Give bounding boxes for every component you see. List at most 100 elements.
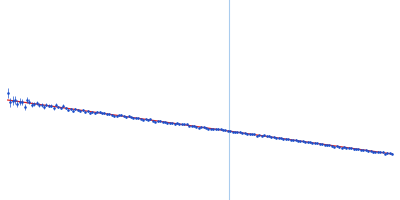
Point <box>384 151 391 155</box>
Point <box>152 120 158 123</box>
Point <box>4 92 11 95</box>
Point <box>140 118 146 121</box>
Point <box>118 113 124 116</box>
Point <box>380 150 386 153</box>
Point <box>130 116 137 119</box>
Point <box>336 146 342 149</box>
Point <box>314 141 320 145</box>
Point <box>389 152 396 155</box>
Point <box>227 130 234 133</box>
Point <box>34 102 40 105</box>
Point <box>142 118 149 121</box>
Point <box>193 125 200 128</box>
Point <box>304 141 311 144</box>
Point <box>72 107 79 110</box>
Point <box>75 109 81 112</box>
Point <box>217 128 224 131</box>
Point <box>77 109 84 112</box>
Point <box>174 121 180 125</box>
Point <box>334 145 340 148</box>
Point <box>208 127 214 130</box>
Point <box>292 138 299 141</box>
Point <box>387 152 393 155</box>
Point <box>196 126 202 129</box>
Point <box>266 134 272 138</box>
Point <box>43 103 50 106</box>
Point <box>256 134 262 137</box>
Point <box>166 122 173 125</box>
Point <box>169 122 175 125</box>
Point <box>302 140 308 143</box>
Point <box>48 104 54 107</box>
Point <box>348 147 354 150</box>
Point <box>343 146 350 149</box>
Point <box>367 149 374 153</box>
Point <box>212 128 219 131</box>
Point <box>29 103 35 106</box>
Point <box>121 115 127 118</box>
Point <box>188 124 195 127</box>
Point <box>84 109 91 112</box>
Point <box>200 126 207 129</box>
Point <box>203 126 209 129</box>
Point <box>172 122 178 126</box>
Point <box>176 123 183 126</box>
Point <box>290 139 296 142</box>
Point <box>106 112 112 116</box>
Point <box>370 150 376 154</box>
Point <box>316 142 323 145</box>
Point <box>331 145 338 148</box>
Point <box>382 152 388 155</box>
Point <box>246 133 253 136</box>
Point <box>360 149 366 152</box>
Point <box>108 113 115 117</box>
Point <box>12 98 18 101</box>
Point <box>319 143 325 146</box>
Point <box>377 150 384 153</box>
Point <box>222 129 228 132</box>
Point <box>96 110 103 113</box>
Point <box>22 105 28 108</box>
Point <box>7 100 13 104</box>
Point <box>297 140 304 143</box>
Point <box>147 118 154 121</box>
Point <box>65 108 71 111</box>
Point <box>295 139 301 143</box>
Point <box>92 111 98 115</box>
Point <box>150 119 156 122</box>
Point <box>186 124 192 127</box>
Point <box>128 116 134 119</box>
Point <box>242 132 248 135</box>
Point <box>326 143 333 147</box>
Point <box>353 148 359 151</box>
Point <box>70 110 76 113</box>
Point <box>230 130 236 133</box>
Point <box>159 120 166 124</box>
Point <box>9 99 16 102</box>
Point <box>101 111 108 115</box>
Point <box>60 104 66 107</box>
Point <box>329 144 335 148</box>
Point <box>36 103 42 106</box>
Point <box>283 137 289 141</box>
Point <box>89 111 96 114</box>
Point <box>309 141 316 144</box>
Point <box>113 115 120 118</box>
Point <box>135 117 142 120</box>
Point <box>280 138 287 141</box>
Point <box>26 100 33 103</box>
Point <box>220 128 226 132</box>
Point <box>307 141 313 144</box>
Point <box>239 131 246 134</box>
Point <box>191 124 197 127</box>
Point <box>321 143 328 146</box>
Point <box>87 111 93 115</box>
Point <box>80 108 86 111</box>
Point <box>263 135 270 138</box>
Point <box>157 119 163 122</box>
Point <box>138 117 144 120</box>
Point <box>270 136 277 139</box>
Point <box>338 146 345 149</box>
Point <box>268 136 274 139</box>
Point <box>249 133 255 136</box>
